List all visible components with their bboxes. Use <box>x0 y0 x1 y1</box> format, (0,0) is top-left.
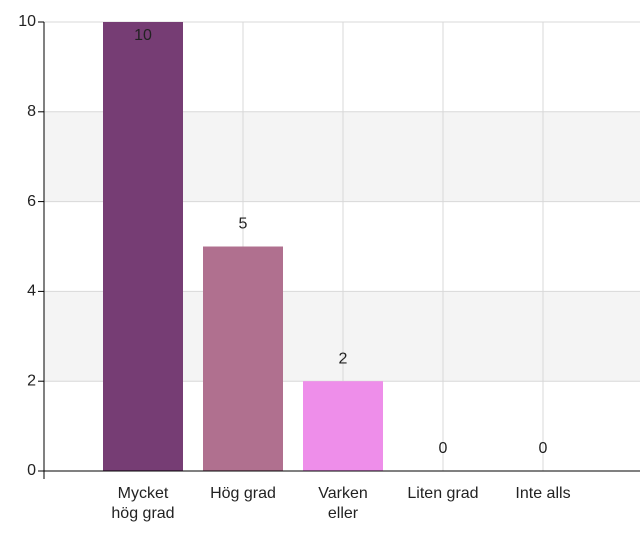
x-tick-label: Varken eller <box>318 485 368 522</box>
bar <box>103 22 183 471</box>
x-tick-label: Mycket hög grad <box>111 485 175 522</box>
value-label: 10 <box>134 27 152 44</box>
y-tick-label: 0 <box>27 462 36 479</box>
y-tick-label: 10 <box>18 13 36 30</box>
value-label: 0 <box>439 440 448 457</box>
value-label: 0 <box>539 440 548 457</box>
bar <box>303 381 383 471</box>
value-label: 2 <box>339 350 348 367</box>
x-tick-label: Inte alls <box>515 485 571 502</box>
bar <box>203 246 283 471</box>
y-tick-label: 8 <box>27 103 36 120</box>
value-label: 5 <box>239 216 248 233</box>
y-tick-label: 6 <box>27 193 36 210</box>
y-tick-label: 4 <box>27 283 36 300</box>
y-tick-label: 2 <box>27 372 36 389</box>
x-tick-label: Hög grad <box>210 485 276 502</box>
x-tick-label: Liten grad <box>407 485 479 502</box>
